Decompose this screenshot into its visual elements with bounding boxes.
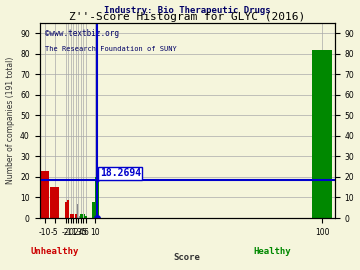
Bar	[50, 187, 59, 218]
Text: ©www.textbiz.org: ©www.textbiz.org	[45, 29, 120, 38]
Bar	[75, 214, 77, 218]
Bar	[72, 214, 75, 218]
Text: 18.2694: 18.2694	[100, 168, 141, 178]
Bar	[95, 177, 99, 218]
Bar	[82, 214, 83, 218]
Bar	[77, 204, 78, 218]
Title: Z''-Score Histogram for GLYC (2016): Z''-Score Histogram for GLYC (2016)	[69, 12, 305, 22]
Text: Score: Score	[174, 253, 201, 262]
Bar	[91, 202, 98, 218]
Y-axis label: Number of companies (191 total): Number of companies (191 total)	[5, 57, 14, 184]
Bar	[65, 202, 67, 218]
Text: Healthy: Healthy	[253, 247, 291, 256]
Text: The Research Foundation of SUNY: The Research Foundation of SUNY	[45, 46, 177, 52]
Bar	[85, 216, 87, 218]
Text: Industry: Bio Therapeutic Drugs: Industry: Bio Therapeutic Drugs	[104, 6, 271, 15]
Bar	[312, 50, 333, 218]
Bar	[84, 214, 85, 218]
Text: Unhealthy: Unhealthy	[30, 247, 79, 256]
Bar	[80, 214, 81, 218]
Bar	[40, 171, 49, 218]
Bar	[78, 216, 80, 218]
Bar	[67, 200, 69, 218]
Bar	[70, 214, 72, 218]
Bar	[81, 214, 82, 218]
